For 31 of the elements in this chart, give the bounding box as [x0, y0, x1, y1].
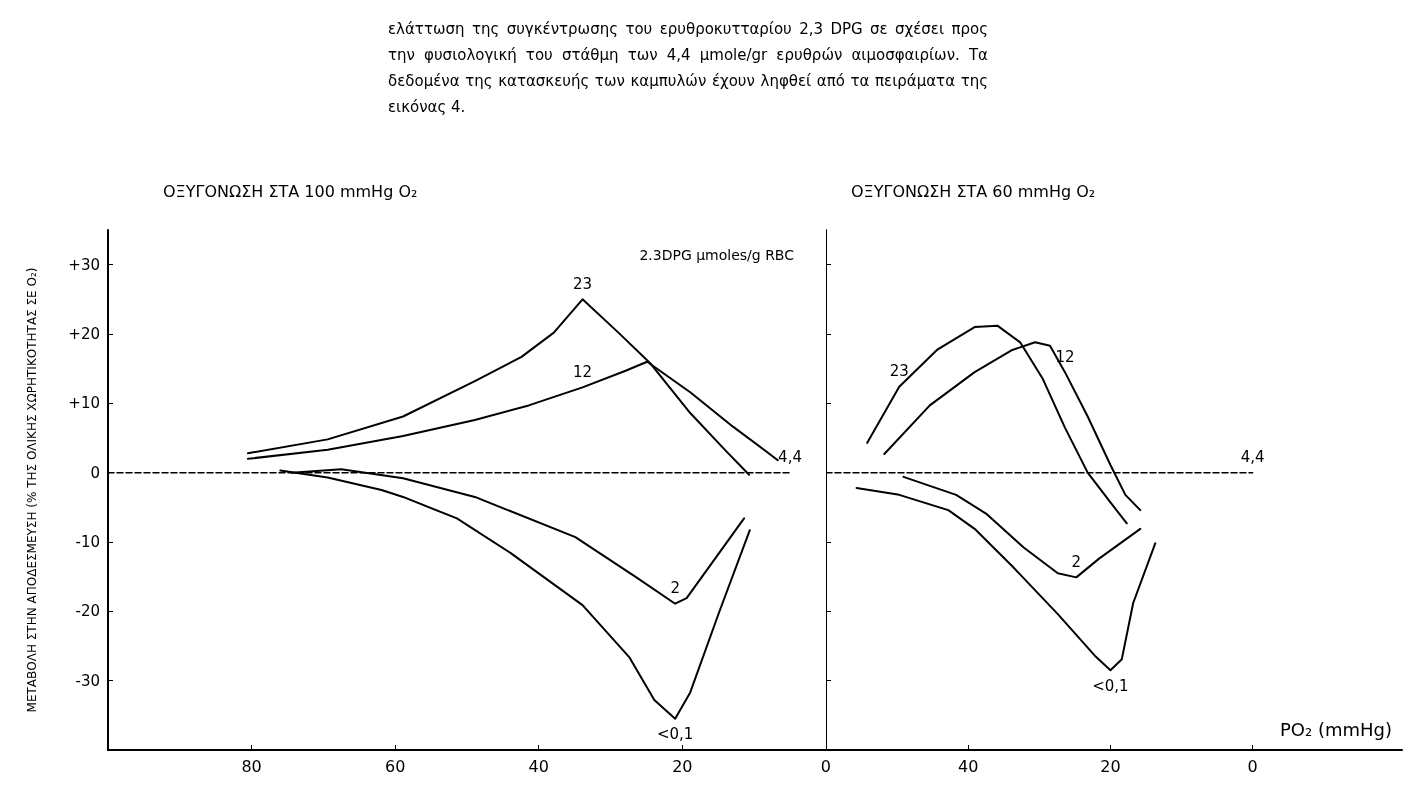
- series-label: 2: [1071, 552, 1082, 571]
- x-tick-label: 0: [820, 756, 831, 776]
- series-label: <0,1: [656, 725, 694, 744]
- y-tick-label: +20: [68, 325, 100, 343]
- x-axis-title: PO₂ (mmHg): [1279, 718, 1392, 740]
- y-tick-label: +30: [68, 255, 100, 274]
- text: ελάττωση της συγκέντρωσης του ερυθροκυτταρίου 2,3 DPG σε σχέσει προς την φυσιολογική του στάθμη των 4,4 μmole/gr ερυθρών αιμοσφαιρίων. Τα δεδομένα της κατασκευής των καμπυλών έχουν ληφθεί από τα πειράματα της εικόνας 4.: [388, 19, 988, 118]
- series-label: 4,4: [1240, 448, 1265, 467]
- y-tick-label: 0: [90, 463, 100, 482]
- chart-title: ΟΞΥΓΟΝΩΣΗ ΣΤΑ 100 mmHg O₂: [163, 181, 418, 201]
- x-tick-label: 20: [672, 756, 693, 776]
- y-tick-label: +10: [68, 394, 100, 413]
- y-tick-label: -20: [75, 602, 100, 621]
- x-tick-label: 20: [1100, 756, 1121, 776]
- series-label: 4,4: [778, 448, 802, 467]
- y-tick-label: -10: [75, 533, 100, 551]
- x-tick-label: 40: [958, 756, 979, 776]
- x-tick-label: 40: [528, 756, 549, 776]
- y-axis-title: ΜΕΤΑΒΟΛΗ ΣΤΗΝ ΑΠΟΔΕΣΜΕΥΣΗ (% ΤΗΣ ΟΛΙΚΗΣ ΧΩΡΗΤΙΚΟΤΗΤΑΣ ΣΕ O₂): [25, 267, 39, 713]
- x-tick-label: 80: [241, 756, 262, 776]
- x-tick-label: 60: [384, 756, 406, 776]
- series-label: 23: [572, 274, 593, 293]
- series-label: 2: [670, 579, 680, 598]
- series-label: 12: [1055, 347, 1075, 366]
- series-label: 12: [572, 362, 593, 381]
- series-label: 23: [889, 362, 909, 381]
- series-label: <0,1: [1092, 676, 1129, 695]
- chart-title: ΟΞΥΓΟΝΩΣΗ ΣΤΑ 60 mmHg O₂: [851, 181, 1096, 201]
- legend-title: 2.3DPG μmoles/g RBC: [639, 247, 795, 263]
- y-tick-label: -30: [75, 671, 100, 690]
- x-tick-label: 0: [1247, 756, 1258, 776]
